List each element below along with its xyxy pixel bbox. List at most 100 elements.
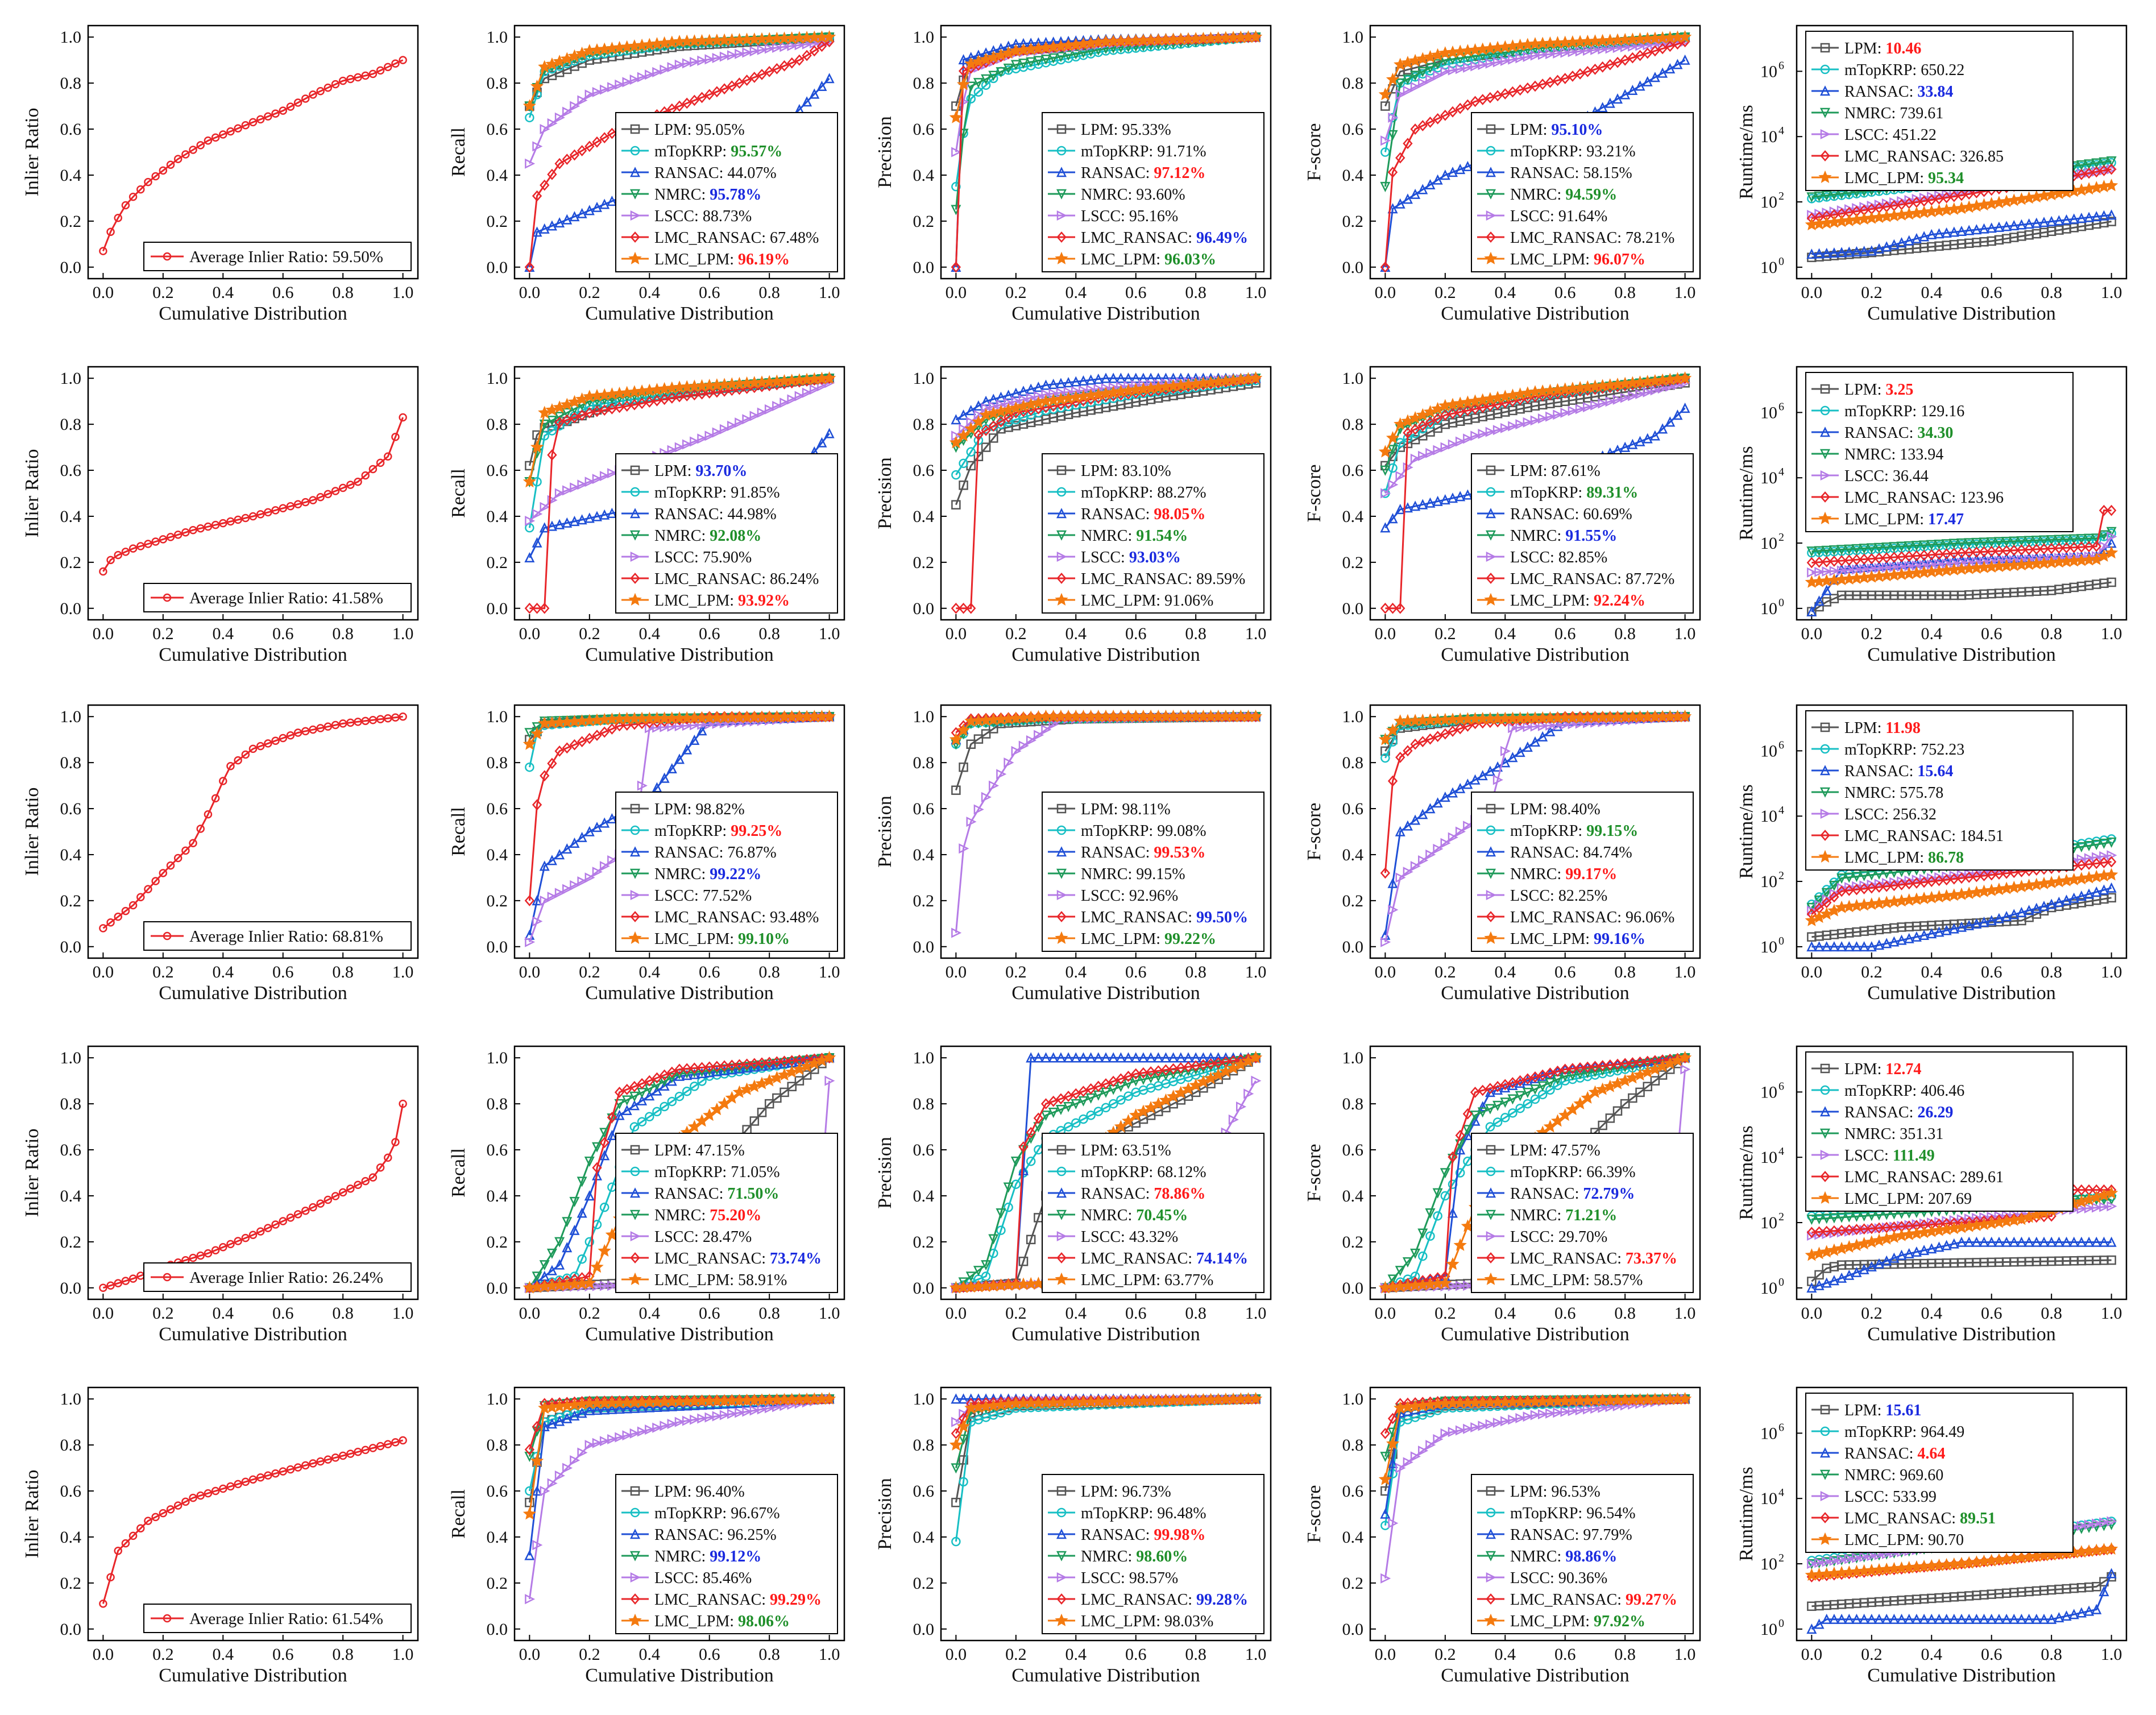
data-point [2067,872,2081,886]
data-point [1865,897,1879,910]
data-point [554,412,565,422]
x-tick-label: 0.0 [519,283,541,302]
y-tick-label: 10 [1760,741,1777,760]
x-tick-label: 0.6 [699,624,720,643]
data-point [1620,89,1631,100]
data-point [554,112,565,123]
data-point [703,1108,716,1121]
data-point [1597,102,1608,113]
data-point [1078,375,1089,386]
x-tick-label: 0.0 [1801,963,1823,981]
y-tick-label: 0.8 [1342,415,1364,434]
legend-value: 87.61% [1551,462,1600,480]
data-point [1507,86,1518,98]
y-tick-exponent: 0 [1778,935,1784,947]
data-point [1537,49,1548,60]
legend-value: 60.69% [1583,506,1632,523]
data-point [540,502,550,512]
legend-entry: LPM: 95.33% [1081,121,1171,139]
data-point [1887,894,1901,908]
data-point [2075,183,2088,196]
y-axis-label: F-score [1304,803,1325,861]
data-point [994,48,1008,61]
data-point [1934,228,1944,239]
data-point [1485,58,1496,69]
legend-label: mTopKRP: [1844,403,1921,420]
x-tick-label: 0.0 [93,624,114,643]
data-point [1964,225,1975,235]
legend-value: 451.22 [1893,126,1937,144]
legend-entry: LMC_LPM: 99.10% [654,930,790,948]
legend-value: 99.25% [731,822,782,840]
data-point [1010,387,1021,398]
data-point [1986,222,1997,233]
data-point [1492,90,1503,102]
data-point [1992,883,2006,896]
data-point [2107,217,2116,226]
x-tick-label: 0.0 [1801,283,1823,302]
legend-marker [1819,85,1831,96]
legend-entry: LMC_LPM: 58.91% [654,1271,787,1289]
data-point [989,73,998,84]
data-point [2104,868,2118,881]
legend-label: RANSAC: [1844,83,1917,101]
y-tick-label: 10 [1760,534,1777,553]
y-tick-label: 1.0 [1342,369,1364,388]
x-axis-label: Cumulative Distribution [1441,303,1629,324]
data-point [1635,80,1645,91]
data-point [615,79,625,90]
legend-entry: NMRC: 99.15% [1081,865,1185,883]
data-point [1955,887,1968,900]
y-tick-label: 10 [1760,193,1777,212]
legend-entry: LMC_LPM: 91.06% [1081,592,1213,610]
data-point [1568,71,1578,82]
x-axis-label: Cumulative Distribution [1441,644,1629,665]
legend-value: 71.50% [727,1185,779,1203]
x-tick-label: 0.6 [1125,963,1147,981]
data-point [1432,59,1443,70]
x-tick-label: 0.4 [1065,963,1087,981]
data-point [2097,869,2111,882]
x-axis-label: Cumulative Distribution [1867,303,2055,324]
legend-value: 34.30 [1917,424,1953,442]
data-point [1820,216,1834,229]
x-axis-label: Cumulative Distribution [585,1324,773,1345]
data-point [1500,88,1510,100]
data-point [1850,213,1864,226]
data-point [958,65,969,77]
data-point [696,388,707,400]
x-tick-label: 0.4 [1921,963,1943,981]
legend-value: 91.85% [731,484,780,502]
x-tick-label: 0.8 [1185,283,1206,302]
x-tick-label: 0.0 [93,963,114,981]
y-tick-label: 0.2 [60,1233,82,1252]
data-point [1835,573,1848,586]
data-point [1378,88,1392,101]
x-tick-label: 0.0 [1375,624,1396,643]
legend-entry: RANSAC: 44.07% [654,164,777,182]
data-point [532,508,543,519]
data-point [554,158,565,169]
data-point [1620,54,1630,66]
x-tick-label: 0.8 [1614,283,1636,302]
legend-label: LPM: [654,462,695,480]
data-point [1568,47,1578,57]
legend-label: LMC_LPM: [654,930,738,948]
data-point [794,391,805,401]
y-tick-exponent: 0 [1778,596,1784,609]
legend-label: RANSAC: [654,1185,727,1203]
x-tick-label: 1.0 [2101,963,2122,981]
y-tick-label: 0.2 [487,1233,508,1252]
y-tick-label: 0.0 [487,938,508,956]
data-point [114,550,122,560]
legend-label: NMRC: [1510,527,1565,545]
legend-value: 11.98 [1885,719,1920,737]
data-point [988,71,999,81]
data-point [584,407,595,419]
data-point [1040,379,1051,390]
data-point [271,109,280,118]
data-point [764,43,775,54]
legend-value: 33.84 [1917,83,1953,101]
y-tick-label: 0.0 [487,1279,508,1298]
